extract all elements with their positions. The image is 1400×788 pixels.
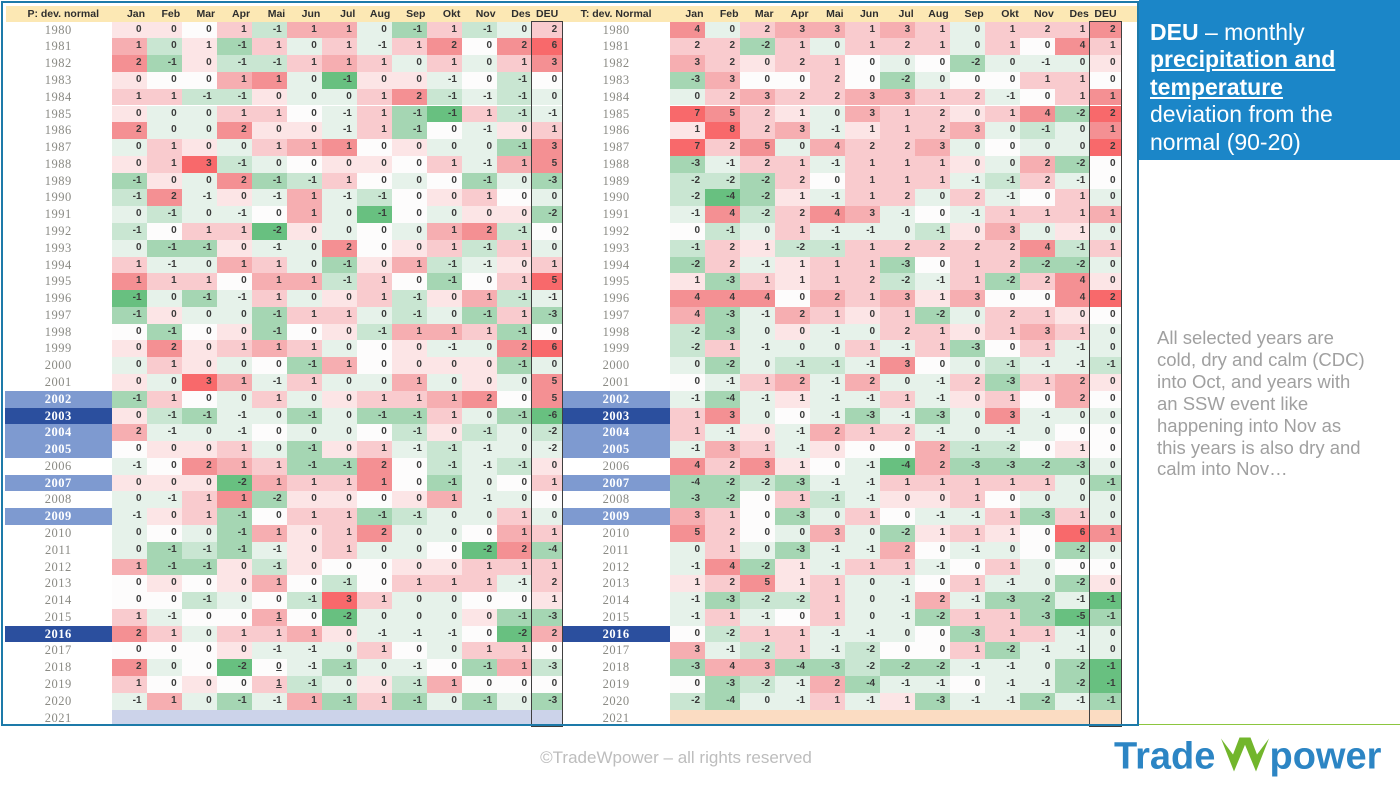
svg-text:Trade: Trade	[1114, 736, 1215, 778]
svg-text:power: power	[1270, 736, 1382, 778]
